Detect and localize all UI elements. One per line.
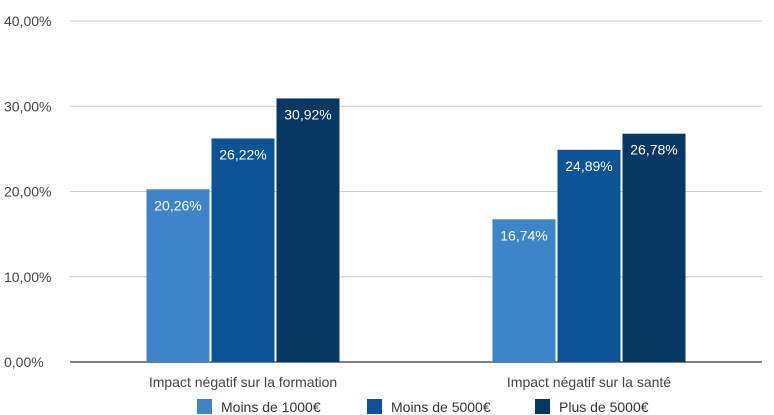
legend-label: Moins de 1000€	[221, 399, 321, 415]
legend-label: Plus de 5000€	[559, 399, 649, 415]
category-label: Impact négatif sur la santé	[507, 374, 671, 390]
legend-swatch	[535, 399, 550, 414]
y-tick-label: 0,00%	[4, 354, 44, 370]
data-label: 24,89%	[565, 158, 612, 174]
legend: Moins de 1000€ Moins de 5000€ Plus de 5000…	[197, 399, 649, 415]
bar	[276, 98, 340, 363]
y-tick-label: 30,00%	[4, 98, 51, 114]
y-tick-label: 20,00%	[4, 184, 51, 200]
bar	[146, 189, 210, 362]
data-label: 20,26%	[154, 197, 201, 213]
y-tick-label: 40,00%	[4, 13, 51, 29]
bars	[146, 98, 686, 363]
legend-swatch	[197, 399, 212, 414]
data-label: 30,92%	[284, 106, 331, 122]
category-labels: Impact négatif sur la formation Impact né…	[149, 374, 671, 390]
data-label: 16,74%	[500, 227, 547, 243]
bar	[557, 149, 621, 362]
bar	[211, 138, 275, 362]
bar	[492, 219, 556, 362]
bar	[622, 133, 686, 362]
data-label: 26,78%	[630, 142, 677, 158]
legend-swatch	[367, 399, 382, 414]
y-axis-ticks: 0,00% 10,00% 20,00% 30,00% 40,00%	[4, 13, 51, 370]
legend-label: Moins de 5000€	[391, 399, 491, 415]
category-label: Impact négatif sur la formation	[149, 374, 337, 390]
y-tick-label: 10,00%	[4, 269, 51, 285]
data-label: 26,22%	[219, 146, 266, 162]
data-labels: 20,26% 26,22% 30,92% 16,74% 24,89% 26,78%	[154, 106, 677, 243]
